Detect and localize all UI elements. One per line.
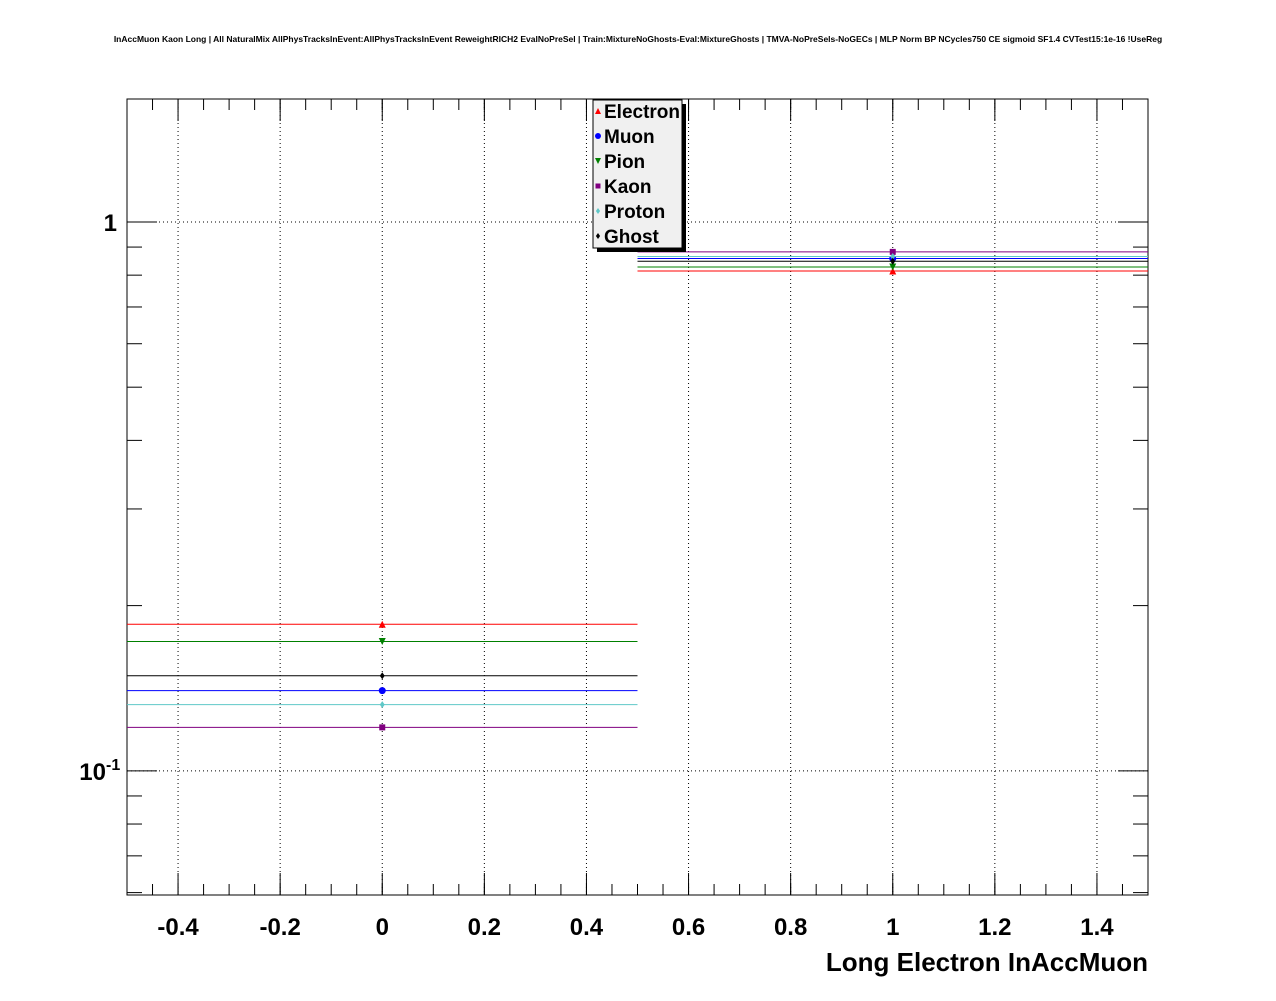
x-tick-label: 0 [376, 914, 389, 941]
legend-box [592, 99, 683, 249]
x-tick-label: 0.6 [672, 914, 705, 941]
series-pion [127, 263, 1148, 646]
x-tick-label: 1.2 [978, 914, 1011, 941]
legend-label: Proton [604, 202, 665, 223]
legend-label: Muon [604, 127, 655, 148]
y-tick-base: 10 [79, 759, 106, 786]
axis-ticks: -0.4 -0.2 0 0.2 0.4 0.6 0.8 1 1.2 1.4 1 10 -1 [79, 99, 1149, 941]
marker-circle [378, 687, 386, 695]
y-tick-label: 10 [79, 759, 106, 786]
legend-label: Pion [604, 152, 645, 173]
x-tick-label: 0.2 [468, 914, 501, 941]
marker-diamond [595, 208, 601, 214]
marker-circle [595, 133, 601, 139]
grid [127, 99, 1148, 895]
x-axis-label: Long Electron InAccMuon [826, 947, 1148, 977]
series-proton [127, 253, 1148, 709]
marker-triangle-up [378, 620, 386, 628]
marker-square [595, 183, 601, 189]
series-kaon [127, 248, 1148, 731]
data-marks [127, 248, 1148, 731]
legend-label: Ghost [604, 227, 660, 248]
chart-title: InAccMuon Kaon Long | All NaturalMix All… [114, 34, 1162, 44]
marker-diamond [379, 701, 385, 709]
marker-diamond [595, 233, 601, 239]
marker-diamond [890, 253, 896, 261]
legend-label: Kaon [604, 177, 652, 198]
y-tick-exponent: -1 [106, 757, 120, 774]
marker-square [889, 248, 896, 255]
y-tick-base: 1 [104, 210, 117, 237]
marker-triangle-up [595, 108, 601, 114]
x-tick-label: -0.2 [259, 914, 300, 941]
marker-triangle-up [889, 267, 897, 275]
marker-diamond [890, 257, 896, 265]
series-muon [127, 254, 1148, 695]
x-tick-label: 1.4 [1080, 914, 1114, 941]
x-tick-label: -0.4 [157, 914, 199, 941]
marker-diamond [379, 672, 385, 680]
x-tick-label: 0.8 [774, 914, 807, 941]
series-electron [127, 267, 1148, 628]
x-tick-label: 0.4 [570, 914, 604, 941]
x-tick-label: 1 [886, 914, 899, 941]
marker-triangle-down [378, 638, 386, 646]
legend: Electron Muon Pion Kaon Proton Ghost [592, 99, 686, 252]
marker-triangle-down [595, 158, 601, 164]
legend-label: Electron [604, 102, 680, 123]
marker-square [379, 724, 386, 731]
y-tick-label: 1 [104, 210, 117, 237]
marker-triangle-down [889, 263, 897, 271]
series-ghost [127, 257, 1148, 680]
